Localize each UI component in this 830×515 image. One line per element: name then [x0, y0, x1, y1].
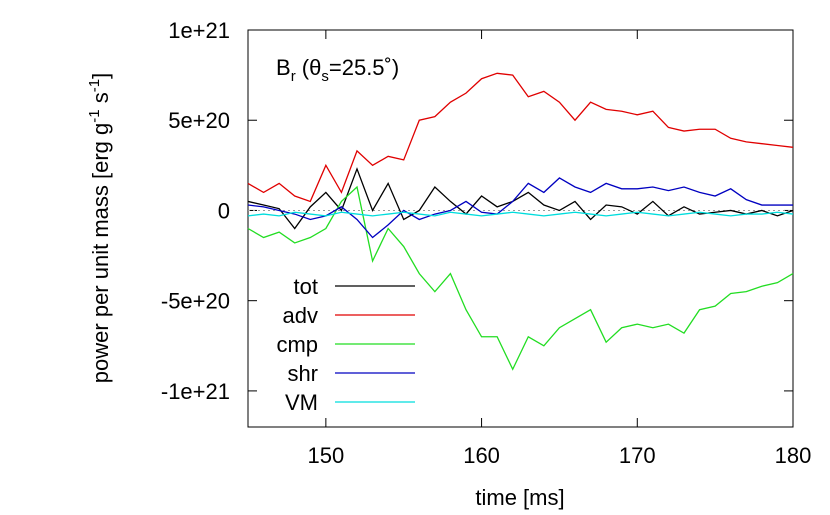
y-tick-label: 0	[218, 198, 230, 223]
annotation-part: (θ	[296, 55, 322, 80]
y-axis-label: power per unit mass [erg g-1 s-1]	[86, 73, 113, 383]
y-tick-label: -5e+20	[161, 289, 230, 314]
annotation-part: B	[276, 55, 291, 80]
x-axis-label: time [ms]	[475, 485, 564, 510]
legend-label: adv	[283, 303, 318, 328]
y-label-sup: -1	[86, 109, 103, 122]
y-tick-label: 5e+20	[168, 108, 230, 133]
y-tick-label: -1e+21	[161, 379, 230, 404]
legend-label: shr	[287, 361, 318, 386]
x-tick-label: 150	[307, 443, 344, 468]
series-line	[247, 185, 794, 371]
series-line	[247, 167, 794, 230]
annotation-part: =25.5˚)	[329, 55, 399, 80]
y-label-part: power per unit mass [erg g	[88, 123, 113, 383]
y-label-sup: -1	[86, 79, 103, 92]
annotation: Br (θs=25.5˚)	[276, 55, 399, 85]
y-tick-label: 1e+21	[168, 18, 230, 43]
y-label-part: s	[88, 92, 113, 109]
series-line	[247, 177, 793, 239]
series-line	[247, 72, 794, 203]
annotation-sub: s	[321, 68, 329, 85]
plot-frame	[247, 29, 794, 428]
legend-label: tot	[294, 274, 318, 299]
y-label-part: ]	[88, 73, 113, 79]
legend-label: VM	[285, 390, 318, 415]
x-tick-label: 160	[463, 443, 500, 468]
x-tick-label: 170	[619, 443, 656, 468]
series-line	[247, 211, 794, 217]
annotation-sub: r	[291, 68, 296, 85]
x-tick-label: 180	[775, 443, 812, 468]
legend-label: cmp	[276, 332, 318, 357]
